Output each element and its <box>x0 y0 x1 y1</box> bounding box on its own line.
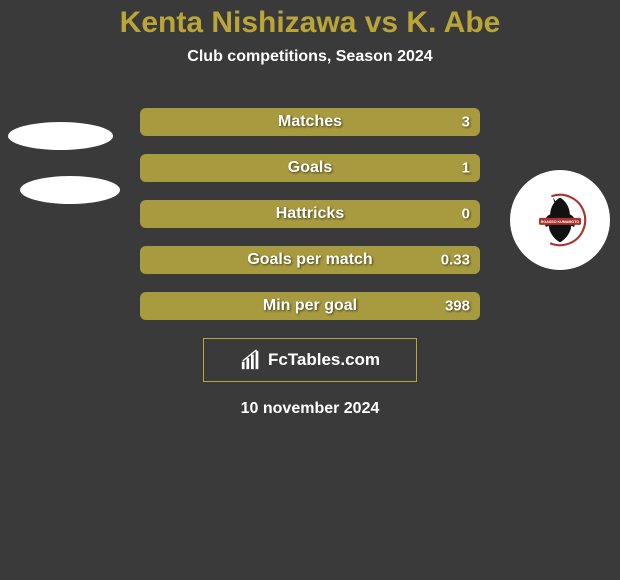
stat-label: Hattricks <box>276 205 344 223</box>
horse-icon: ROASSO KUMAMOTO <box>525 185 595 255</box>
stat-bar: Matches 3 <box>140 108 480 136</box>
stat-bar: Goals 1 <box>140 154 480 182</box>
stat-label: Goals <box>288 159 332 177</box>
comparison-subtitle: Club competitions, Season 2024 <box>0 48 620 66</box>
team-badge: ROASSO KUMAMOTO <box>510 170 610 270</box>
stat-value: 0.33 <box>441 252 470 269</box>
bar-chart-icon <box>240 349 262 371</box>
stat-bar: Min per goal 398 <box>140 292 480 320</box>
decor-ellipse <box>8 122 113 150</box>
comparison-title: Kenta Nishizawa vs K. Abe <box>0 0 620 40</box>
stat-label: Goals per match <box>247 251 372 269</box>
branding-text: FcTables.com <box>268 350 380 370</box>
stat-bar: Hattricks 0 <box>140 200 480 228</box>
stat-label: Min per goal <box>263 297 357 315</box>
stat-value: 1 <box>462 160 470 177</box>
stat-bar: Goals per match 0.33 <box>140 246 480 274</box>
branding: FcTables.com <box>203 338 417 382</box>
snapshot-date: 10 november 2024 <box>0 400 620 418</box>
decor-ellipse <box>20 176 120 204</box>
stat-label: Matches <box>278 113 342 131</box>
stat-row: Min per goal 398 <box>0 292 620 320</box>
badge-banner-text: ROASSO KUMAMOTO <box>541 220 580 224</box>
stat-value: 398 <box>445 298 470 315</box>
stat-value: 0 <box>462 206 470 223</box>
stat-value: 3 <box>462 114 470 131</box>
